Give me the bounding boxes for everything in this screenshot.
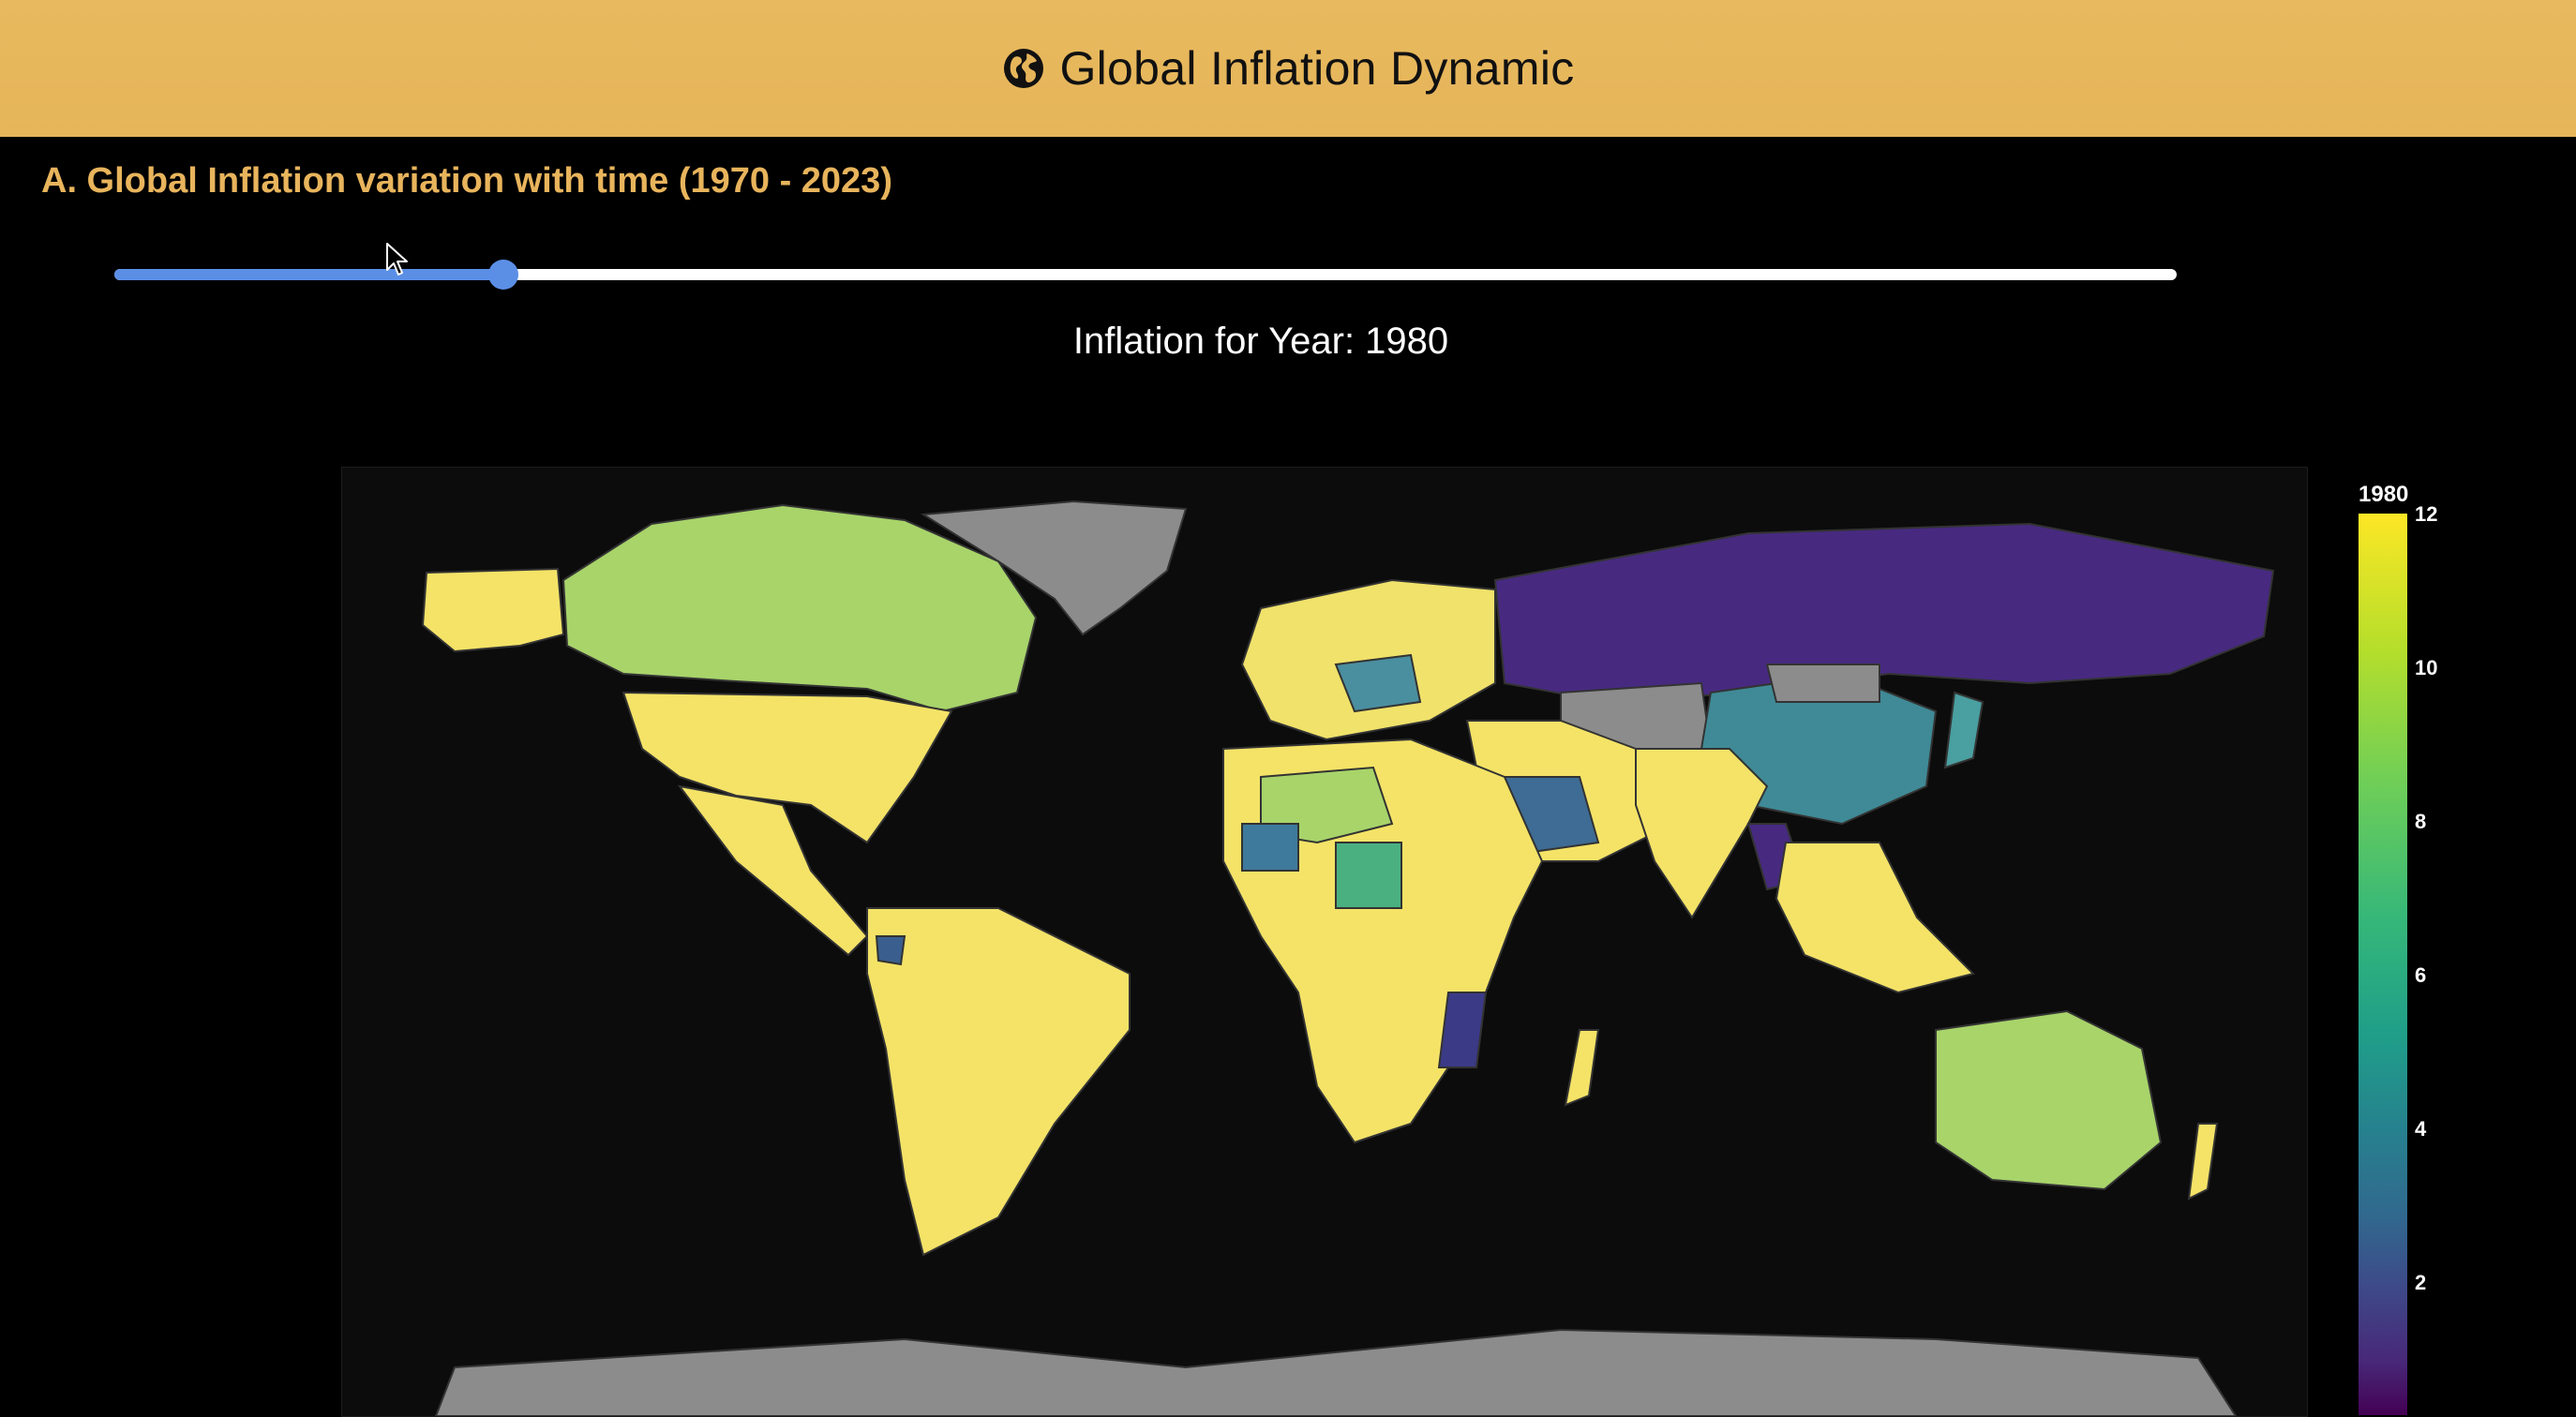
colorbar-tick: 2 [2415,1271,2427,1294]
ecuador-region [875,935,906,966]
mozambique-region [1437,992,1488,1068]
app-header: Global Inflation Dynamic [0,0,2576,137]
alaska-region [421,567,565,653]
colorbar-tick: 12 [2415,502,2438,526]
central-europe-region [1334,653,1422,713]
colorbar-gradient [2359,514,2407,1415]
slider-track[interactable] [114,269,2177,280]
year-slider[interactable] [114,260,2177,290]
colorbar-tick: 4 [2415,1117,2427,1141]
colorbar: 1980 12 10 8 6 4 2 [2353,469,2494,1415]
japan-region [1943,691,1984,769]
year-label: Inflation for Year: 1980 [1072,321,1449,362]
australia-region [1935,1009,2163,1191]
west-africa-region [1241,823,1299,872]
mexico-region [677,784,869,957]
south-america-region [866,907,1131,1257]
slider-thumb[interactable] [488,260,519,290]
slider-fill [114,269,504,280]
mouse-cursor-icon [386,243,408,276]
india-region [1635,748,1769,919]
world-map[interactable] [341,467,2308,1417]
colorbar-title: 1980 [2359,482,2409,507]
central-africa-region [1335,842,1402,909]
colorbar-tick: 8 [2415,810,2427,833]
map-svg [342,468,2307,1416]
colorbar-tick: 10 [2415,656,2438,679]
new-zealand-region [2187,1123,2219,1201]
usa-region [622,691,953,844]
southeast-asia-region [1775,842,1975,994]
section-title: A. Global Inflation variation with time … [41,161,892,201]
globe-icon [1004,49,1044,88]
madagascar-region [1564,1029,1600,1107]
antarctica-region [434,1328,2238,1416]
greenland-region [920,500,1188,636]
app-title: Global Inflation Dynamic [1059,42,1575,95]
mongolia-region [1765,664,1880,703]
header-content: Global Inflation Dynamic [1001,41,1574,96]
colorbar-tick: 6 [2415,963,2427,987]
canada-region [562,503,1038,713]
